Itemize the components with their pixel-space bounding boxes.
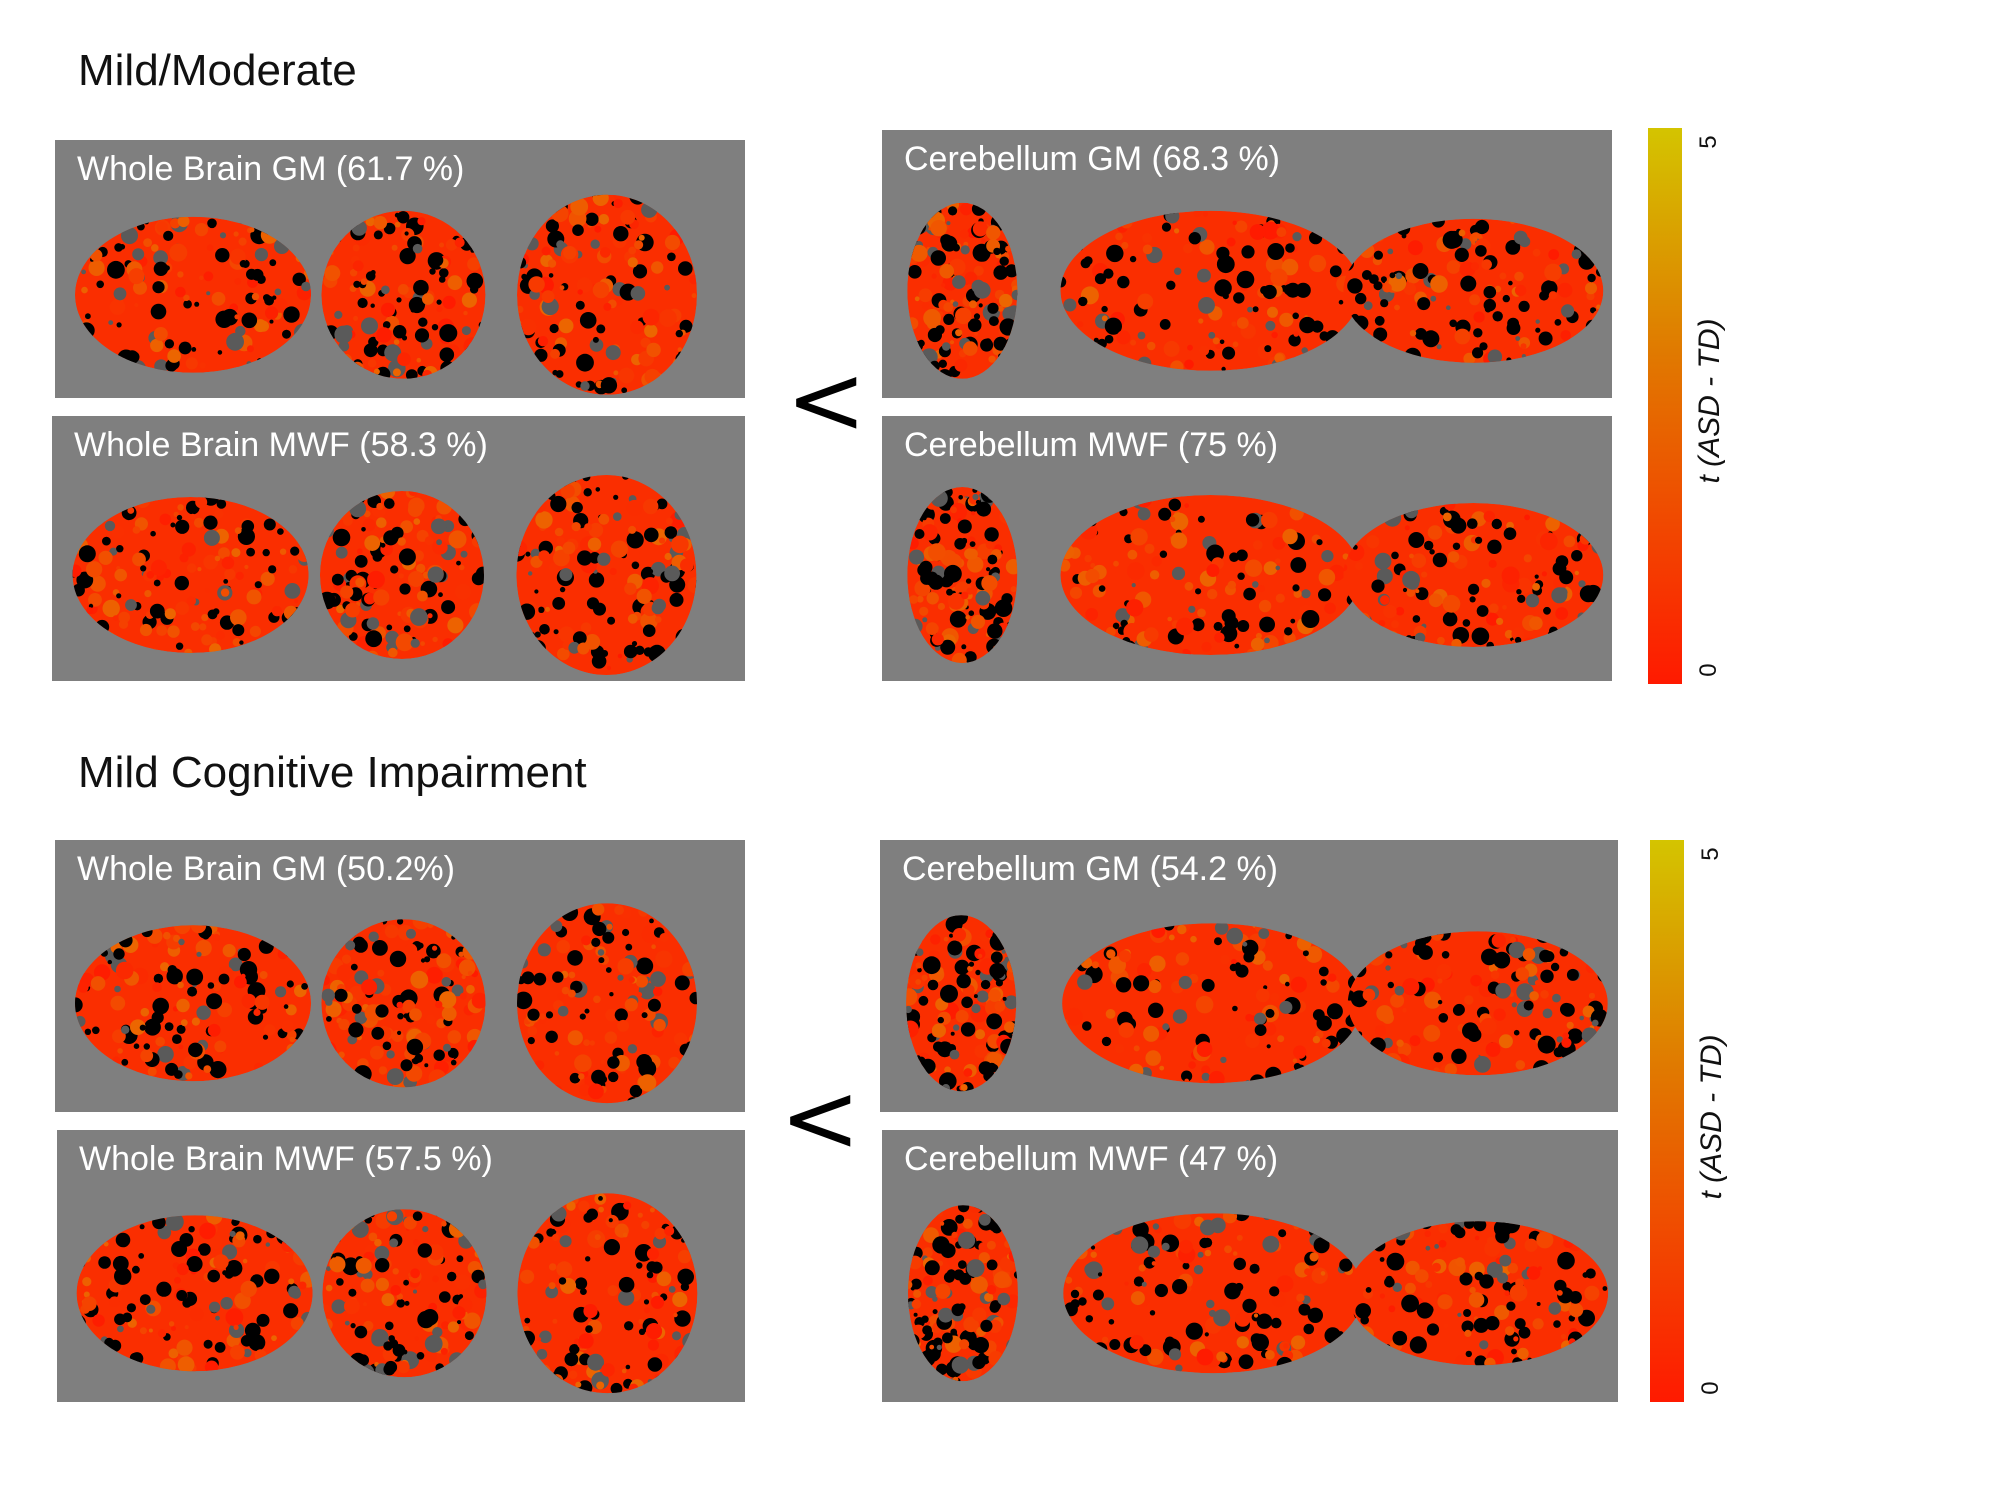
panel-title: Cerebellum GM (54.2 %) [902, 850, 1279, 888]
section-title-mci: Mild Cognitive Impairment [78, 748, 587, 797]
cerebellum-slices-image [907, 202, 1604, 379]
panel-whole-brain-gm-mci: Whole Brain GM (50.2%) [55, 840, 745, 1112]
panel-whole-brain-mwf-mci: Whole Brain MWF (57.5 %) [57, 1130, 745, 1402]
panel-cerebellum-gm-mild: Cerebellum GM (68.3 %) [882, 130, 1612, 398]
comparison-symbol-mild: < [786, 344, 867, 456]
brain-slices-image [75, 194, 697, 395]
panel-title: Whole Brain GM (50.2%) [77, 850, 455, 888]
panel-title: Cerebellum GM (68.3 %) [904, 140, 1281, 178]
section-title-mild-moderate: Mild/Moderate [78, 46, 357, 95]
colorbar-mild [1648, 128, 1682, 684]
panel-cerebellum-mwf-mci: Cerebellum MWF (47 %) [882, 1130, 1618, 1402]
brain-slices-image [76, 1193, 698, 1394]
colorbar-max-tick: 5 [1697, 847, 1724, 861]
panel-whole-brain-gm-mild: Whole Brain GM (61.7 %) [55, 140, 745, 398]
colorbar-label: t (ASD - TD) [1695, 1034, 1728, 1200]
cerebellum-slices-image [907, 487, 1604, 663]
colorbar-min-tick: 0 [1695, 663, 1722, 677]
comparison-symbol-mci: < [780, 1062, 861, 1174]
panel-cerebellum-gm-mci: Cerebellum GM (54.2 %) [880, 840, 1618, 1112]
panel-title: Whole Brain MWF (58.3 %) [74, 426, 488, 464]
panel-title: Whole Brain GM (61.7 %) [77, 150, 465, 188]
cerebellum-slices-image [907, 1205, 1609, 1382]
brain-slices-image [75, 903, 697, 1104]
colorbar-label: t (ASD - TD) [1693, 318, 1726, 484]
panel-title: Cerebellum MWF (47 %) [904, 1140, 1279, 1178]
panel-cerebellum-mwf-mild: Cerebellum MWF (75 %) [882, 416, 1612, 681]
brain-slices-image [72, 475, 697, 675]
panel-title: Whole Brain MWF (57.5 %) [79, 1140, 493, 1178]
panel-whole-brain-mwf-mild: Whole Brain MWF (58.3 %) [52, 416, 745, 681]
colorbar-min-tick: 0 [1697, 1381, 1724, 1395]
colorbar-mci [1650, 840, 1684, 1402]
panel-title: Cerebellum MWF (75 %) [904, 426, 1279, 464]
cerebellum-slices-image [906, 915, 1608, 1092]
colorbar-max-tick: 5 [1695, 135, 1722, 149]
